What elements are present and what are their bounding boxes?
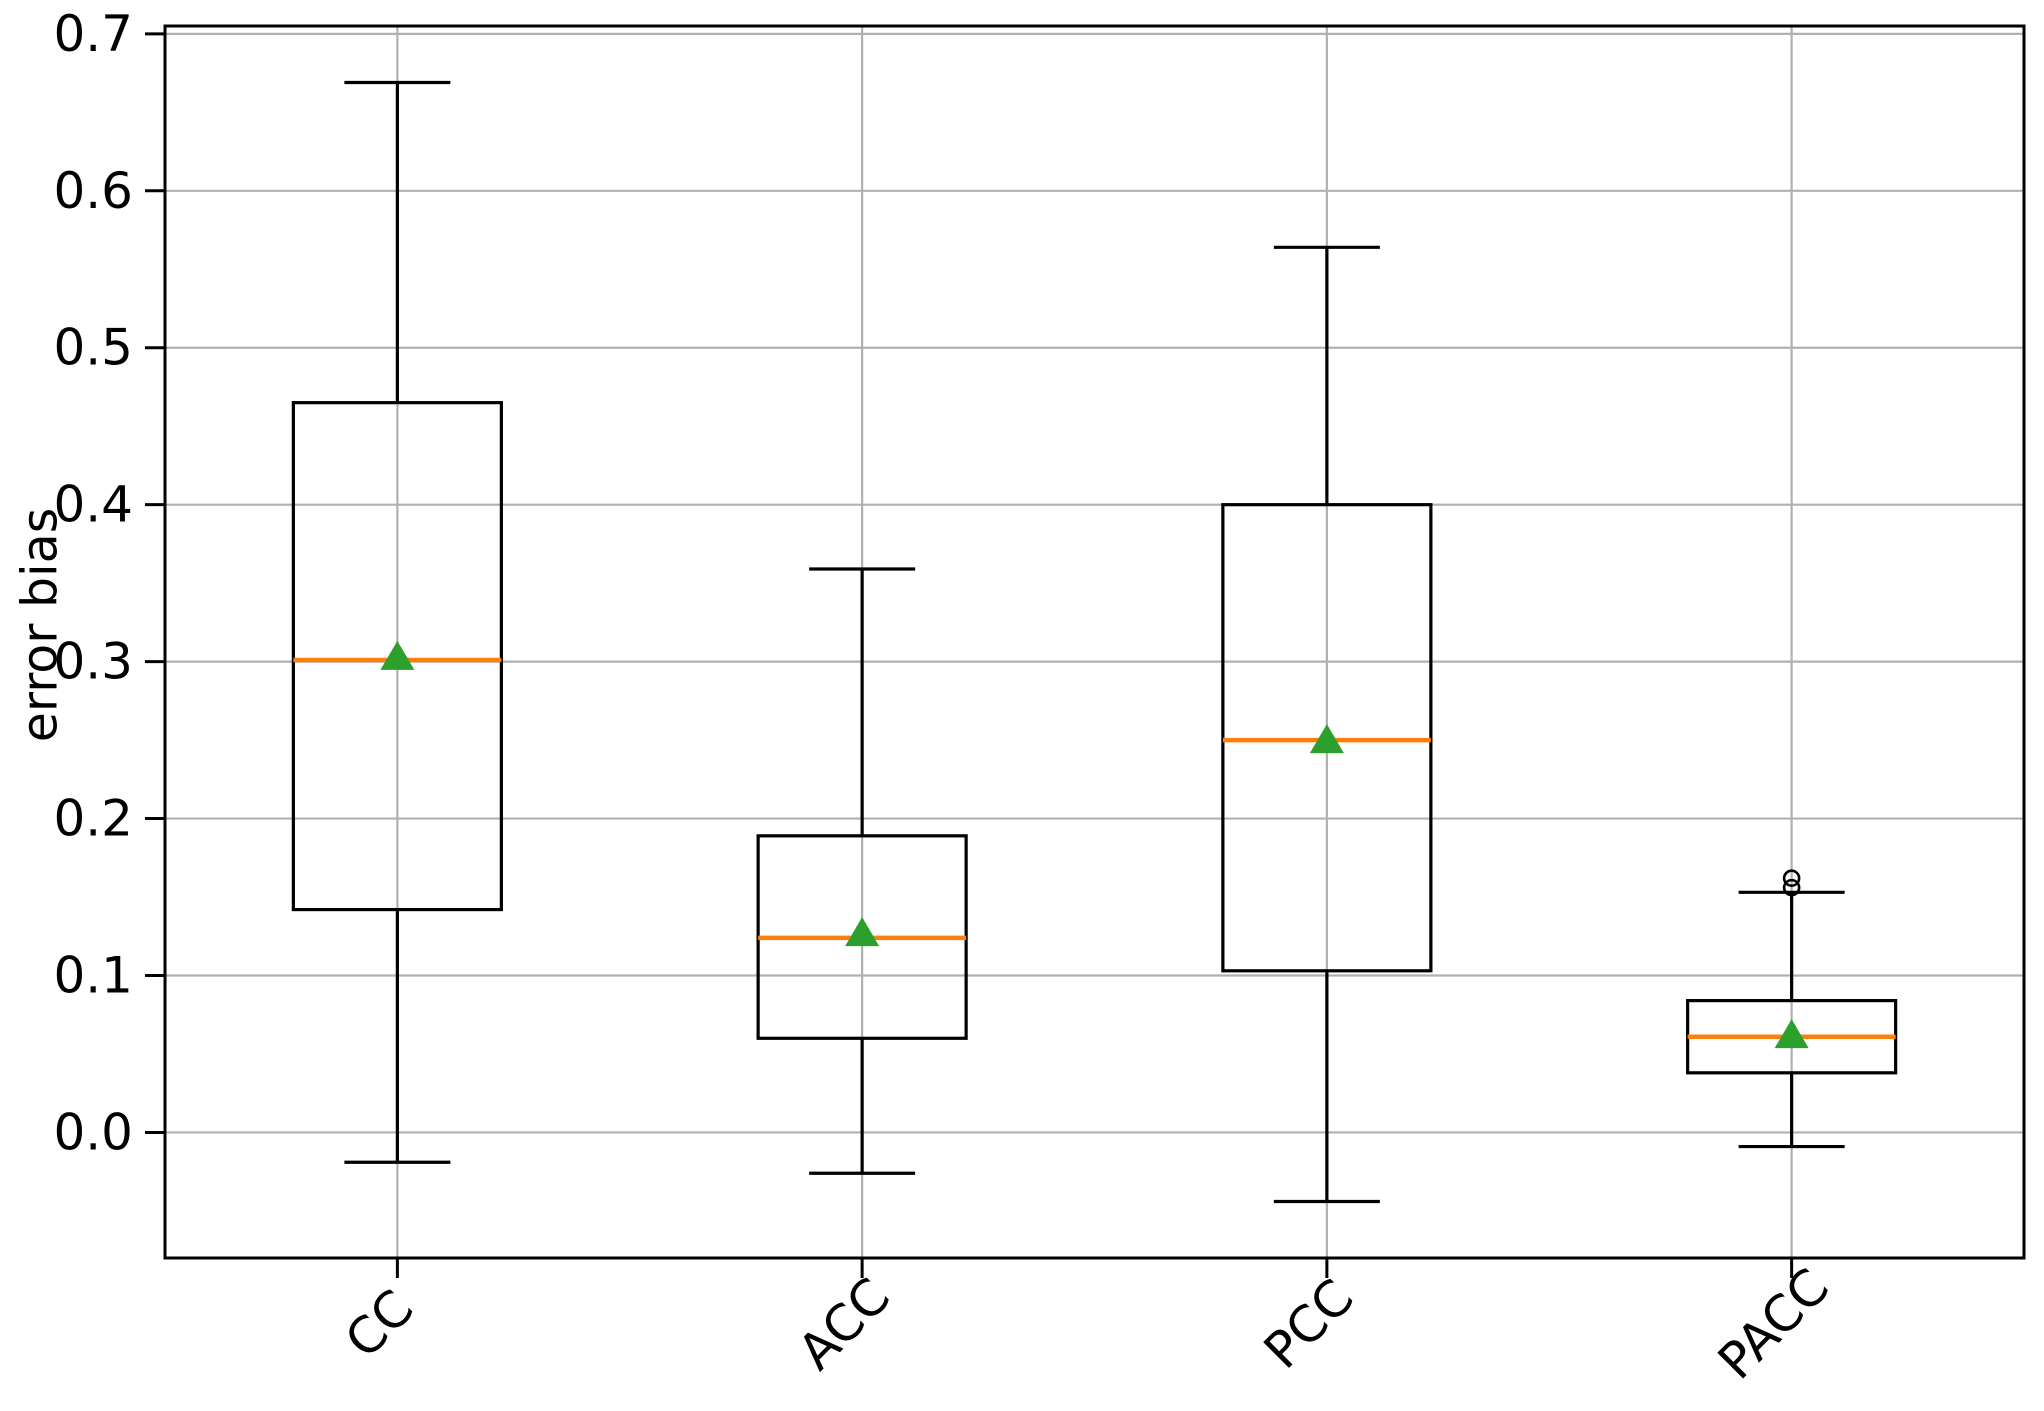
- mean-marker: [845, 917, 880, 947]
- y-tick-label: 0.4: [53, 476, 133, 534]
- outlier-marker: [1782, 878, 1801, 897]
- y-tick-label: 0.3: [53, 633, 133, 691]
- outlier-marker: [1782, 869, 1801, 887]
- y-tick-label: 0.5: [53, 319, 133, 377]
- y-axis-label: error bias: [11, 507, 69, 743]
- x-tick-label-acc: ACC: [787, 1267, 901, 1381]
- y-tick-label: 0.2: [53, 790, 133, 848]
- mean-marker: [1309, 724, 1344, 754]
- x-tick-label-pcc: PCC: [1253, 1268, 1365, 1380]
- iqr-box-cc: [291, 401, 503, 912]
- y-tick-label: 0.7: [53, 5, 133, 63]
- y-tick-label: 0.1: [53, 947, 133, 1005]
- mean-marker: [1774, 1019, 1809, 1049]
- plot-frame: [163, 24, 2026, 1260]
- x-tick-label-pacc: PACC: [1707, 1257, 1840, 1390]
- iqr-box-pcc: [1221, 503, 1433, 973]
- x-tick-label-cc: CC: [334, 1279, 424, 1369]
- y-tick-label: 0.6: [53, 162, 133, 220]
- mean-marker: [380, 640, 415, 670]
- y-tick-label: 0.0: [53, 1103, 133, 1161]
